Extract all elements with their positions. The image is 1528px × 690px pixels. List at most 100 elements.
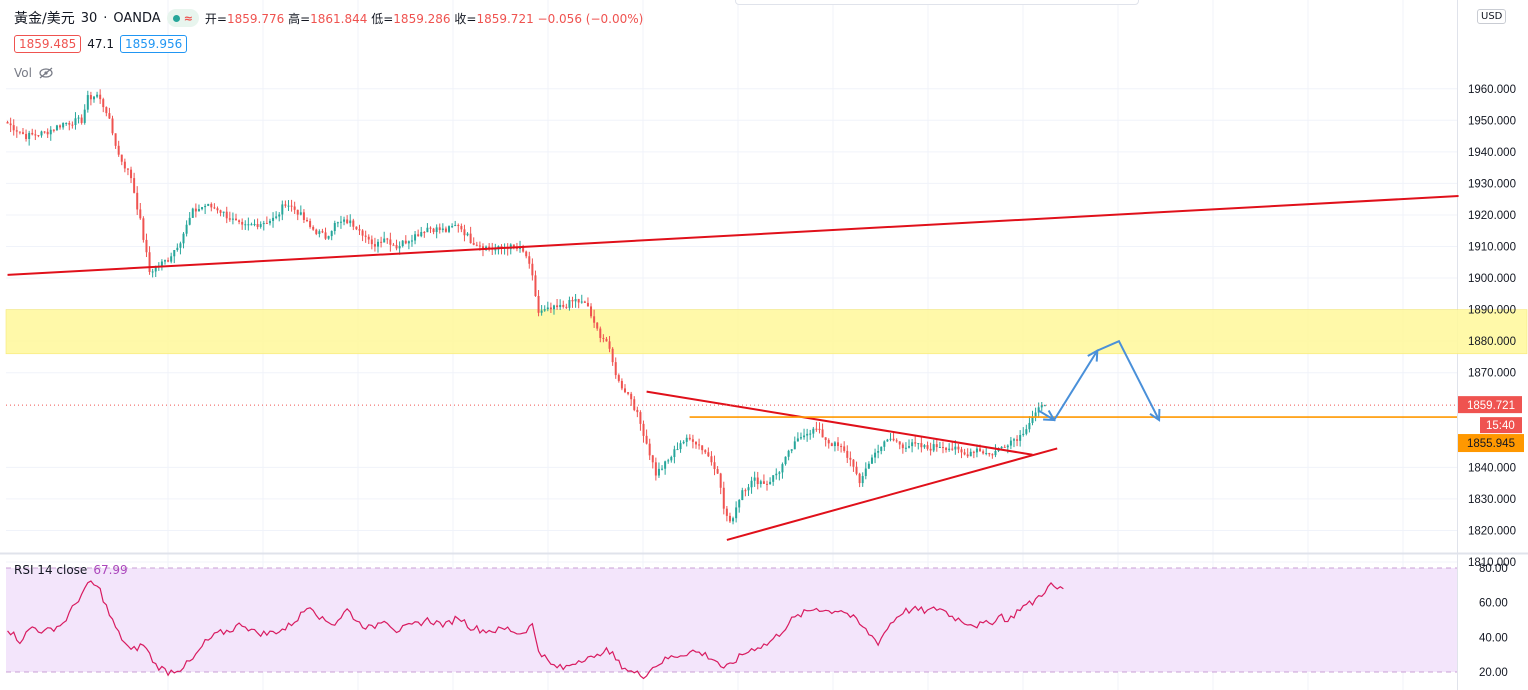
- candle-body: [275, 216, 278, 218]
- candle-body: [608, 341, 611, 349]
- candle-body: [46, 131, 49, 135]
- candle-body: [179, 243, 182, 248]
- candle-body: [37, 135, 40, 137]
- rsi-indicator-name[interactable]: RSI 14 close: [14, 563, 88, 577]
- rsi-line: [7, 580, 1064, 680]
- candle-body: [133, 178, 136, 193]
- symbol-search-bar[interactable]: [735, 0, 1139, 5]
- currency-label[interactable]: USD: [1477, 9, 1507, 24]
- candle-body: [6, 121, 9, 124]
- candle-body: [373, 244, 376, 247]
- candle-body: [219, 210, 222, 213]
- candle-body: [494, 249, 497, 251]
- candle-body: [673, 449, 676, 458]
- candle-body: [197, 209, 200, 212]
- candle-body: [259, 224, 262, 227]
- candle-body: [28, 132, 31, 140]
- symbol-name[interactable]: 黃金/美元: [14, 11, 75, 27]
- candle-body: [657, 468, 660, 476]
- candle-body: [339, 221, 342, 223]
- candle-body: [886, 439, 889, 442]
- rsi-tick-label: 20.00: [1479, 667, 1508, 679]
- candle-body: [830, 443, 833, 447]
- candle-body: [815, 428, 818, 430]
- candle-body: [500, 246, 503, 248]
- separator-dot: ·: [103, 10, 108, 26]
- candle-body: [756, 477, 759, 485]
- candle-body: [948, 448, 951, 450]
- triangle-upper-line: [646, 390, 1033, 456]
- price-tick-label: 1820.000: [1468, 525, 1516, 537]
- arrowhead-down-2: [1149, 409, 1161, 422]
- candle-body: [914, 442, 917, 444]
- candle-body: [380, 241, 383, 243]
- candle-body: [636, 409, 639, 413]
- open-label: 开=: [204, 11, 227, 26]
- candle-body: [71, 124, 74, 126]
- candle-body: [1022, 433, 1025, 435]
- candle-body: [478, 245, 481, 247]
- triangle-lower-line: [726, 447, 1058, 541]
- candle-body: [321, 231, 324, 233]
- market-status-badge[interactable]: ≈: [166, 9, 199, 27]
- candle-body: [908, 446, 911, 448]
- candle-body: [1028, 422, 1031, 430]
- candle-body: [713, 462, 716, 470]
- ohlc-values: 开=1859.776 高=1861.844 低=1859.286 收=1859.…: [205, 10, 643, 27]
- candle-body: [753, 477, 756, 481]
- candle-body: [867, 463, 870, 469]
- candle-body: [642, 423, 645, 436]
- candle-body: [982, 451, 985, 454]
- candle-body: [34, 134, 37, 136]
- candle-body: [481, 246, 484, 250]
- price-axis[interactable]: 1960.000 1950.000 1940.000 1930.000 1920.000…: [1458, 84, 1524, 679]
- candle-body: [870, 457, 873, 464]
- candle-body: [994, 450, 997, 456]
- rsi-pane: [6, 567, 1457, 680]
- candle-body: [929, 448, 932, 451]
- sell-price-button[interactable]: 1859.485: [14, 35, 82, 53]
- candle-body: [722, 487, 725, 509]
- candle-body: [475, 244, 478, 246]
- candle-body: [824, 437, 827, 440]
- candle-body: [330, 231, 333, 237]
- candle-body: [648, 443, 651, 456]
- candle-body: [1019, 434, 1022, 441]
- candle-body: [883, 441, 886, 447]
- candle-body: [1025, 429, 1028, 434]
- candle-body: [512, 244, 515, 247]
- candle-body: [68, 123, 71, 125]
- candle-body: [136, 192, 139, 210]
- candle-body: [667, 460, 670, 462]
- price-tick-label: 1890.000: [1468, 305, 1516, 317]
- candle-body: [759, 481, 762, 485]
- candle-body: [290, 205, 293, 207]
- candle-body: [911, 442, 914, 447]
- candle-body: [617, 375, 620, 381]
- price-tick-label: 1830.000: [1468, 494, 1516, 506]
- candle-body: [772, 475, 775, 482]
- candle-body: [855, 466, 858, 474]
- candle-body: [346, 219, 349, 224]
- candle-body: [401, 240, 404, 247]
- candle-body: [92, 96, 95, 100]
- candle-body: [268, 220, 271, 224]
- candle-body: [577, 299, 580, 303]
- candle-body: [59, 125, 62, 128]
- candle-body: [716, 469, 719, 474]
- drawing-annotations[interactable]: [6, 195, 1459, 541]
- candle-body: [812, 428, 815, 434]
- rsi-value: 67.99: [93, 563, 128, 577]
- price-tick-label: 1960.000: [1468, 84, 1516, 96]
- candle-body: [898, 441, 901, 445]
- candle-body: [21, 132, 24, 134]
- candle-body: [429, 227, 432, 229]
- candle-body: [605, 338, 608, 342]
- buy-price-button[interactable]: 1859.956: [119, 35, 188, 53]
- candle-body: [201, 207, 204, 210]
- candle-body: [747, 487, 750, 491]
- eye-hidden-icon[interactable]: [38, 67, 54, 79]
- candle-body: [444, 228, 447, 232]
- candle-body: [725, 508, 728, 516]
